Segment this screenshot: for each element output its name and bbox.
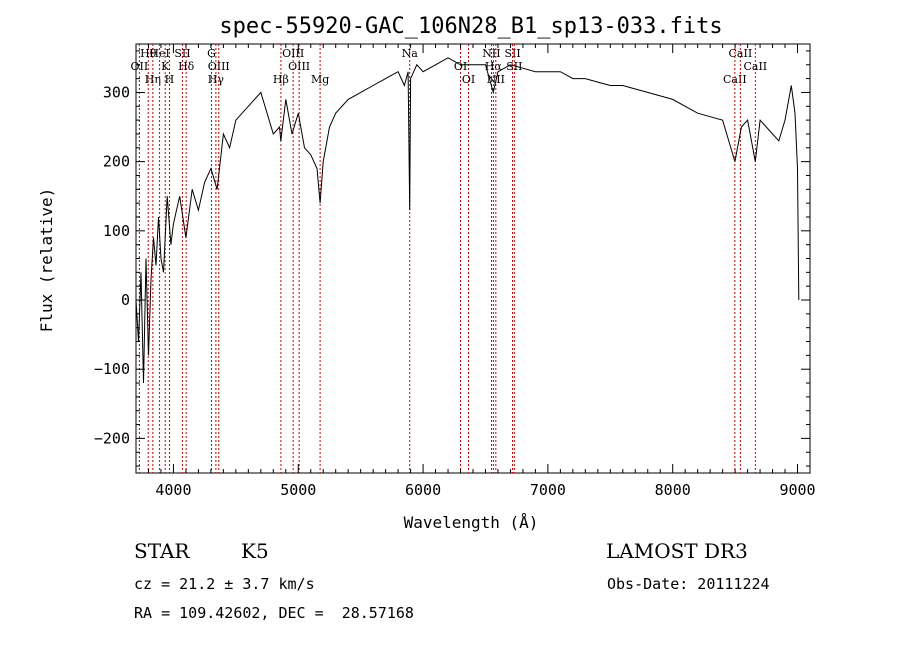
y-tick-label: −200 <box>94 429 130 447</box>
obs-date: Obs-Date: 20111224 <box>607 575 770 593</box>
redshift-cz: cz = 21.2 ± 3.7 km/s <box>134 575 315 593</box>
line-label: G <box>207 47 216 60</box>
spectral-line-markers: HθOIIHηHeIKHSIIHδHγGOIIIHβOIIIOIIIMgNaOI… <box>131 44 767 473</box>
y-tick-label: 100 <box>103 222 130 240</box>
line-label: Na <box>402 47 419 60</box>
spectrum-line <box>135 57 800 384</box>
line-label: OIII <box>288 60 310 73</box>
line-label: Hβ <box>273 73 289 86</box>
line-label: SII <box>174 47 190 60</box>
line-label: CaII <box>743 60 767 73</box>
x-tick-label: 8000 <box>655 481 691 499</box>
x-axis: 4000 5000 6000 7000 8000 9000 <box>135 44 816 499</box>
line-label: OIII <box>208 60 230 73</box>
line-label: Hη <box>145 73 161 86</box>
line-label: Hα <box>485 60 503 73</box>
x-tick-label: 7000 <box>530 481 566 499</box>
line-label: SII <box>506 60 522 73</box>
line-label: OII <box>131 60 149 73</box>
y-axis: −200 −100 0 100 200 300 <box>94 50 810 467</box>
line-label: SII <box>504 47 520 60</box>
y-tick-label: 200 <box>103 153 130 171</box>
survey-name: LAMOST DR3 <box>606 539 748 563</box>
x-tick-label: 6000 <box>405 481 441 499</box>
star-class: STAR <box>134 539 190 563</box>
y-axis-label: Flux (relative) <box>37 188 56 333</box>
x-axis-label: Wavelength (Å) <box>404 513 539 532</box>
line-label: OIII <box>282 47 304 60</box>
x-tick-label: 4000 <box>155 481 191 499</box>
x-tick-label: 9000 <box>779 481 815 499</box>
ra-dec: RA = 109.42602, DEC = 28.57168 <box>134 604 414 622</box>
y-tick-label: 300 <box>103 83 130 101</box>
line-label: CaII <box>723 73 747 86</box>
line-label: H <box>165 73 175 86</box>
y-tick-label: 0 <box>121 291 130 309</box>
y-tick-label: −100 <box>94 360 130 378</box>
line-label: HeI <box>149 47 169 60</box>
line-label: Hδ <box>178 60 195 73</box>
x-tick-label: 5000 <box>280 481 316 499</box>
star-subclass: K5 <box>241 539 269 563</box>
line-label: Mg <box>311 73 329 86</box>
line-label: K <box>161 60 170 73</box>
line-label: CaII <box>729 47 753 60</box>
line-label: OI <box>462 73 475 86</box>
plot-frame <box>135 43 811 474</box>
line-label: NII <box>482 47 500 60</box>
line-label: Hγ <box>208 73 225 86</box>
chart-title: spec-55920-GAC_106N28_B1_sp13-033.fits <box>219 14 722 39</box>
